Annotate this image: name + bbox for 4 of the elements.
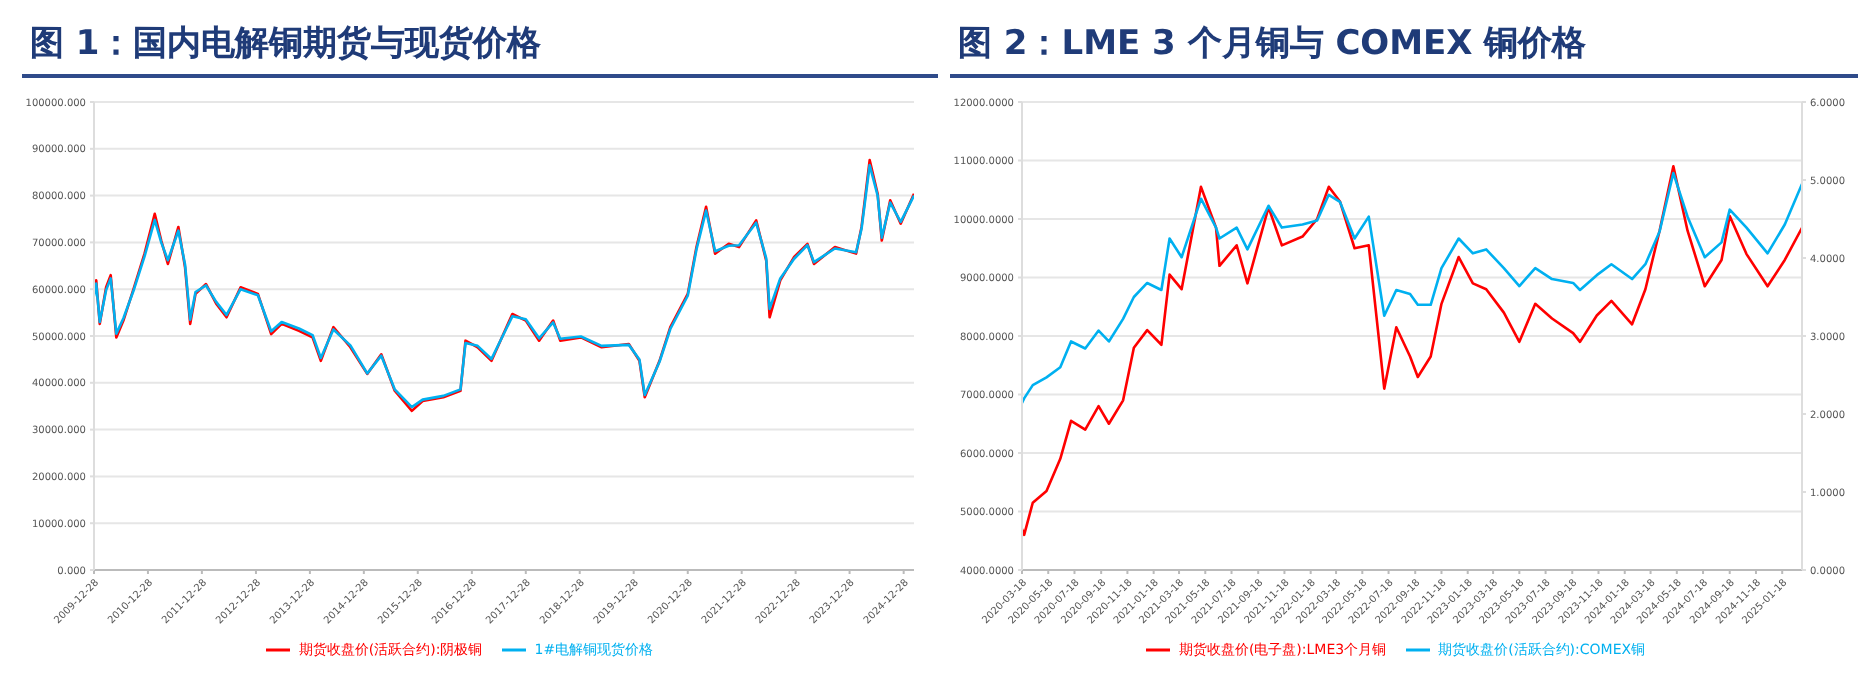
chart-title: 图 1：国内电解铜期货与现货价格 <box>22 16 938 78</box>
chart-title: 图 2：LME 3 个月铜与 COMEX 铜价格 <box>950 16 1858 78</box>
line-series <box>1022 171 1802 405</box>
line-series <box>1022 165 1802 537</box>
